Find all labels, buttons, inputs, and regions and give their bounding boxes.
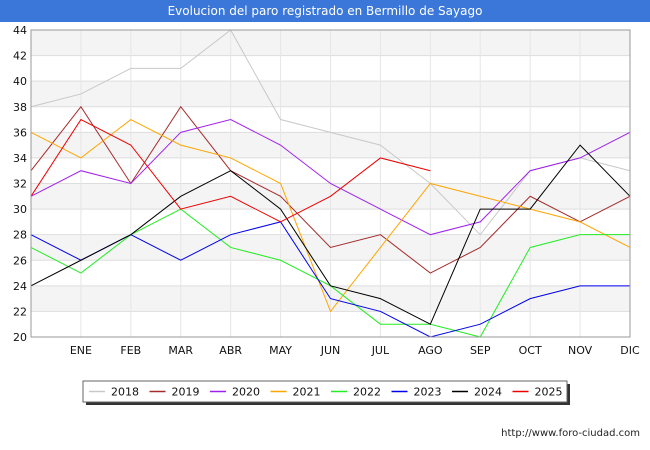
source-url: http://www.foro-ciudad.com — [501, 428, 640, 439]
series-line-2025 — [30, 118, 431, 223]
y-tick-label: 32 — [13, 178, 27, 191]
y-tick-label: 26 — [13, 254, 27, 267]
y-tick-label: 22 — [13, 305, 27, 318]
x-tick-label: JUN — [320, 344, 341, 357]
legend-label-2022: 2022 — [353, 386, 381, 399]
x-tick-label: NOV — [568, 344, 593, 357]
legend-label-2018: 2018 — [111, 386, 139, 399]
x-axis-ticks: ENE FEB MAR ABR MAY JUN JUL AGO SEP OCT NOV DIC — [70, 344, 640, 357]
y-axis-ticks: 20 22 24 26 28 30 32 34 36 38 40 42 44 — [13, 24, 27, 344]
x-tick-label: OCT — [519, 344, 542, 357]
y-tick-label: 34 — [13, 152, 27, 165]
legend-label-2020: 2020 — [232, 386, 260, 399]
y-tick-label: 28 — [13, 229, 27, 242]
x-tick-label: AGO — [418, 344, 443, 357]
legend-label-2019: 2019 — [172, 386, 200, 399]
x-tick-label: ABR — [219, 344, 242, 357]
y-tick-label: 36 — [13, 126, 27, 139]
series-line-2024 — [30, 144, 631, 325]
x-tick-label: SEP — [470, 344, 491, 357]
legend-label-2023: 2023 — [414, 386, 442, 399]
x-tick-label: DIC — [620, 344, 640, 357]
y-tick-label: 20 — [13, 331, 27, 344]
legend: 2018 2019 2020 2021 2022 2023 2024 2025 — [82, 380, 570, 405]
series-lines — [30, 29, 631, 338]
chart-title: Evolucion del paro registrado en Bermill… — [0, 0, 650, 22]
y-tick-label: 24 — [13, 280, 27, 293]
x-tick-label: MAR — [168, 344, 193, 357]
x-tick-label: JUL — [371, 344, 390, 357]
y-tick-label: 44 — [13, 24, 27, 37]
x-tick-label: FEB — [120, 344, 141, 357]
grid-lines — [30, 29, 631, 338]
y-tick-label: 40 — [13, 75, 27, 88]
legend-label-2021: 2021 — [293, 386, 321, 399]
plot-border — [30, 29, 631, 338]
y-tick-label: 30 — [13, 203, 27, 216]
x-tick-label: ENE — [70, 344, 92, 357]
series-line-2020 — [30, 119, 631, 236]
x-tick-label: MAY — [269, 344, 292, 357]
y-tick-label: 38 — [13, 101, 27, 114]
legend-box — [82, 380, 568, 403]
legend-label-2025: 2025 — [535, 386, 563, 399]
legend-label-2024: 2024 — [474, 386, 502, 399]
y-tick-label: 42 — [13, 50, 27, 63]
